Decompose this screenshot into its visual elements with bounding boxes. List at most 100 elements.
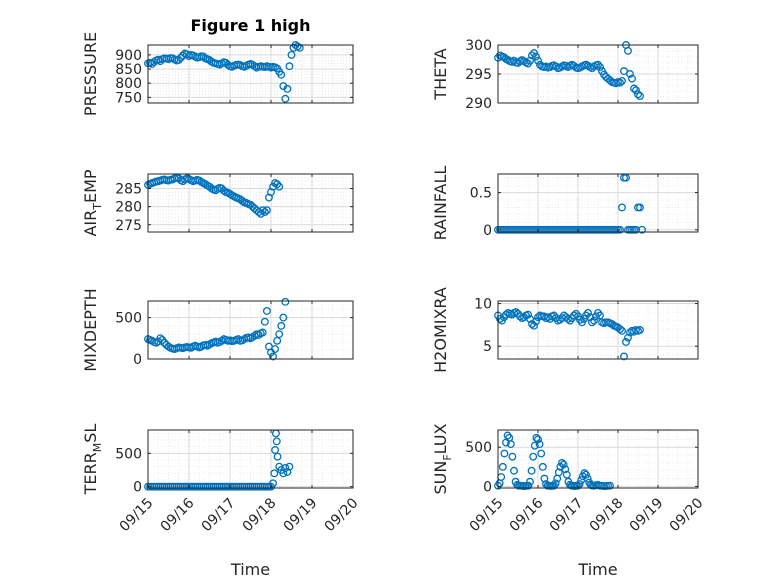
- axes-box: [497, 300, 699, 360]
- y-axis-label: AIRTEMP: [81, 169, 104, 236]
- data-point: [534, 56, 542, 65]
- data-point: [618, 326, 626, 335]
- data-point: [583, 474, 592, 483]
- data-point: [561, 465, 570, 474]
- data-point: [506, 440, 515, 449]
- plot-area: [498, 174, 698, 232]
- data-point: [582, 470, 590, 479]
- data-point: [272, 437, 281, 446]
- data-point: [534, 435, 542, 444]
- panel-rainfall: 0 0.5 RAINFALL: [431, 166, 699, 240]
- data-point: [262, 306, 271, 315]
- data-point: [195, 176, 204, 185]
- y-axis-label: SUNFLUX: [431, 423, 454, 494]
- data-point: [559, 460, 568, 469]
- data-point: [285, 62, 294, 71]
- data-point: [258, 206, 267, 215]
- data-point: [618, 77, 626, 85]
- data-point: [498, 462, 507, 471]
- y-tick-label: 295: [465, 67, 492, 83]
- data-point: [526, 56, 534, 65]
- data-point: [275, 182, 284, 191]
- y-tick-label: 5: [483, 339, 492, 355]
- data-point: [293, 42, 302, 51]
- y-tick-label: 275: [115, 218, 142, 234]
- data-point: [636, 326, 644, 334]
- data-point: [528, 320, 536, 328]
- data-point: [530, 441, 539, 450]
- data-point: [538, 462, 547, 471]
- axes-box: [147, 44, 354, 104]
- data-point: [588, 318, 596, 327]
- data-point: [524, 481, 533, 490]
- y-tick-label: 290: [465, 96, 492, 112]
- data-point: [606, 76, 614, 85]
- data-point: [496, 314, 504, 323]
- data-point: [636, 203, 644, 212]
- data-point: [500, 449, 509, 458]
- data-point: [562, 470, 571, 479]
- y-tick-label: 0: [133, 352, 142, 368]
- x-axis-label: Time: [577, 560, 617, 579]
- data-point: [526, 477, 534, 486]
- y-tick-label: 850: [115, 62, 142, 78]
- data-point: [608, 320, 616, 328]
- data-point: [596, 311, 604, 320]
- data-point: [596, 63, 604, 71]
- axes-box: [497, 429, 699, 489]
- y-tick-label: 0: [133, 480, 142, 496]
- data-point: [283, 84, 292, 93]
- data-point: [285, 462, 294, 471]
- data-point: [590, 316, 598, 325]
- series-terr-msl: [144, 429, 294, 491]
- y-tick-label: 0: [483, 479, 492, 495]
- data-point: [532, 317, 540, 326]
- data-point: [622, 337, 630, 346]
- axes-box: [497, 173, 699, 233]
- data-point: [630, 84, 638, 93]
- data-point: [594, 60, 602, 69]
- data-point: [277, 70, 286, 79]
- y-axis-label: THETA: [431, 48, 450, 100]
- data-point: [529, 452, 538, 461]
- data-point: [628, 74, 636, 83]
- y-tick-label: 500: [115, 446, 142, 462]
- data-point: [634, 90, 642, 99]
- data-point: [258, 328, 267, 337]
- data-point: [156, 334, 165, 343]
- y-axis-label: H2OMIXRA: [431, 287, 450, 373]
- y-tick-label: 300: [465, 38, 492, 54]
- panel-mixdepth: 0 500 MIXDEPTH: [81, 288, 354, 372]
- data-point: [632, 86, 640, 95]
- data-point: [606, 481, 614, 490]
- data-point: [275, 330, 284, 339]
- data-point: [618, 203, 626, 212]
- data-point: [535, 440, 544, 449]
- y-axis-label: TERRMSL: [81, 424, 104, 496]
- data-point: [508, 452, 517, 461]
- data-point: [624, 46, 632, 55]
- data-point: [269, 479, 277, 488]
- data-point: [616, 325, 624, 334]
- data-point: [260, 317, 269, 326]
- data-point: [537, 449, 546, 458]
- chart-title: Figure 1 high: [191, 16, 311, 35]
- plot-area: [148, 430, 353, 488]
- data-point: [540, 474, 549, 483]
- data-point: [176, 53, 185, 62]
- data-point: [554, 468, 563, 477]
- data-point: [564, 314, 572, 323]
- data-point: [626, 70, 634, 78]
- y-tick-label: 500: [465, 440, 492, 456]
- y-axis-label: MIXDEPTH: [81, 288, 100, 371]
- data-point: [575, 480, 584, 489]
- data-point: [269, 352, 277, 361]
- series-sun-flux: [494, 431, 614, 490]
- panel-air-temp: 275 280 285 AIRTEMP: [81, 169, 354, 237]
- y-tick-label: 750: [115, 90, 142, 106]
- data-point: [532, 52, 540, 61]
- data-point: [260, 208, 269, 217]
- y-tick-label: 0.5: [470, 186, 492, 202]
- data-point: [570, 311, 578, 320]
